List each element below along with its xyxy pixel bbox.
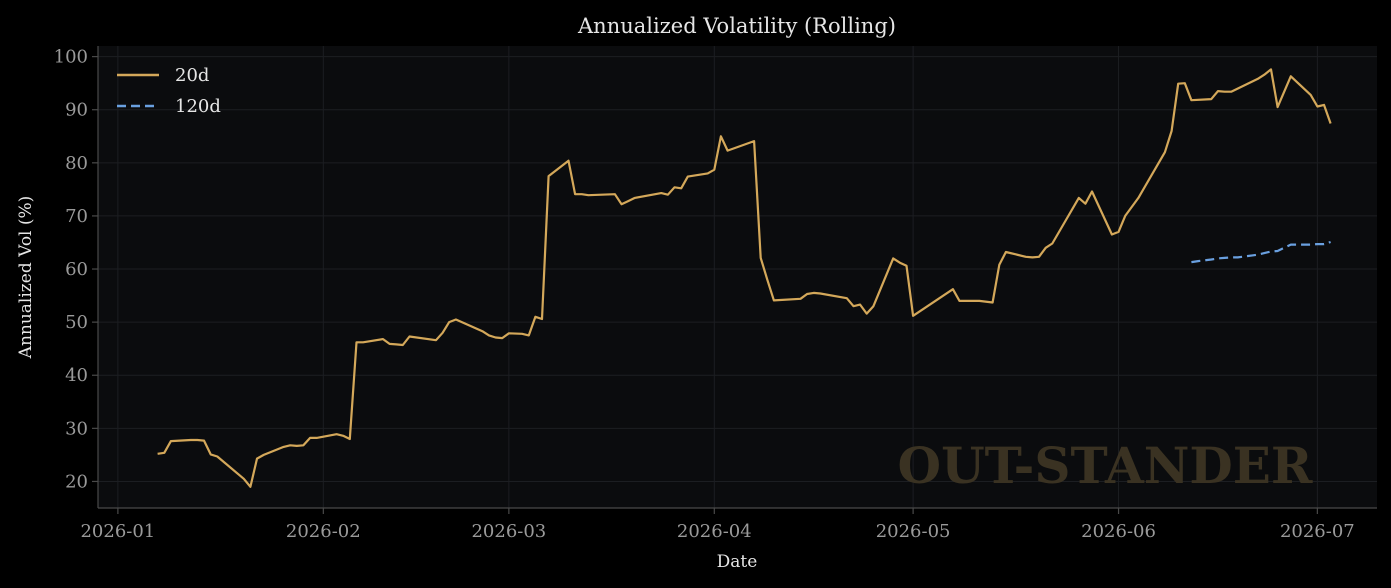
x-tick-label: 2026-05	[876, 521, 951, 542]
x-axis-ticks: 2026-01 2026-02 2026-03 2026-04 2026-05 2026-…	[80, 508, 1355, 542]
y-tick-label: 80	[65, 153, 88, 174]
y-tick-label: 100	[54, 47, 88, 68]
y-tick-label: 60	[65, 259, 88, 280]
x-axis-label: Date	[717, 552, 758, 572]
y-tick-label: 30	[65, 418, 88, 439]
y-tick-label: 40	[65, 365, 88, 386]
legend: 20d 120d	[117, 65, 221, 117]
x-tick-label: 2026-04	[677, 521, 752, 542]
x-tick-label: 2026-06	[1081, 521, 1156, 542]
legend-label-120d: 120d	[175, 96, 221, 117]
y-tick-label: 50	[65, 312, 88, 333]
y-tick-label: 20	[65, 471, 88, 492]
plot-area	[98, 46, 1377, 508]
series-20d	[157, 68, 1332, 488]
y-axis-label: Annualized Vol (%)	[16, 196, 36, 360]
grid-lines	[98, 46, 1377, 508]
x-tick-label: 2026-03	[471, 521, 546, 542]
chart-title: Annualized Volatility (Rolling)	[577, 14, 896, 38]
x-tick-label: 2026-02	[286, 521, 361, 542]
y-tick-label: 90	[65, 100, 88, 121]
series-layer	[157, 68, 1332, 488]
series-120d	[1191, 240, 1331, 264]
watermark: OUT-STANDER	[898, 436, 1313, 495]
x-tick-label: 2026-07	[1280, 521, 1355, 542]
x-tick-label: 2026-01	[80, 521, 155, 542]
series-line-120d	[1191, 240, 1331, 264]
y-tick-label: 70	[65, 206, 88, 227]
legend-label-20d: 20d	[175, 65, 209, 86]
series-line-20d	[157, 68, 1332, 488]
y-axis-ticks: 20 30 40 50 60 70 80 90 100	[54, 47, 98, 492]
axes	[97, 46, 1377, 509]
